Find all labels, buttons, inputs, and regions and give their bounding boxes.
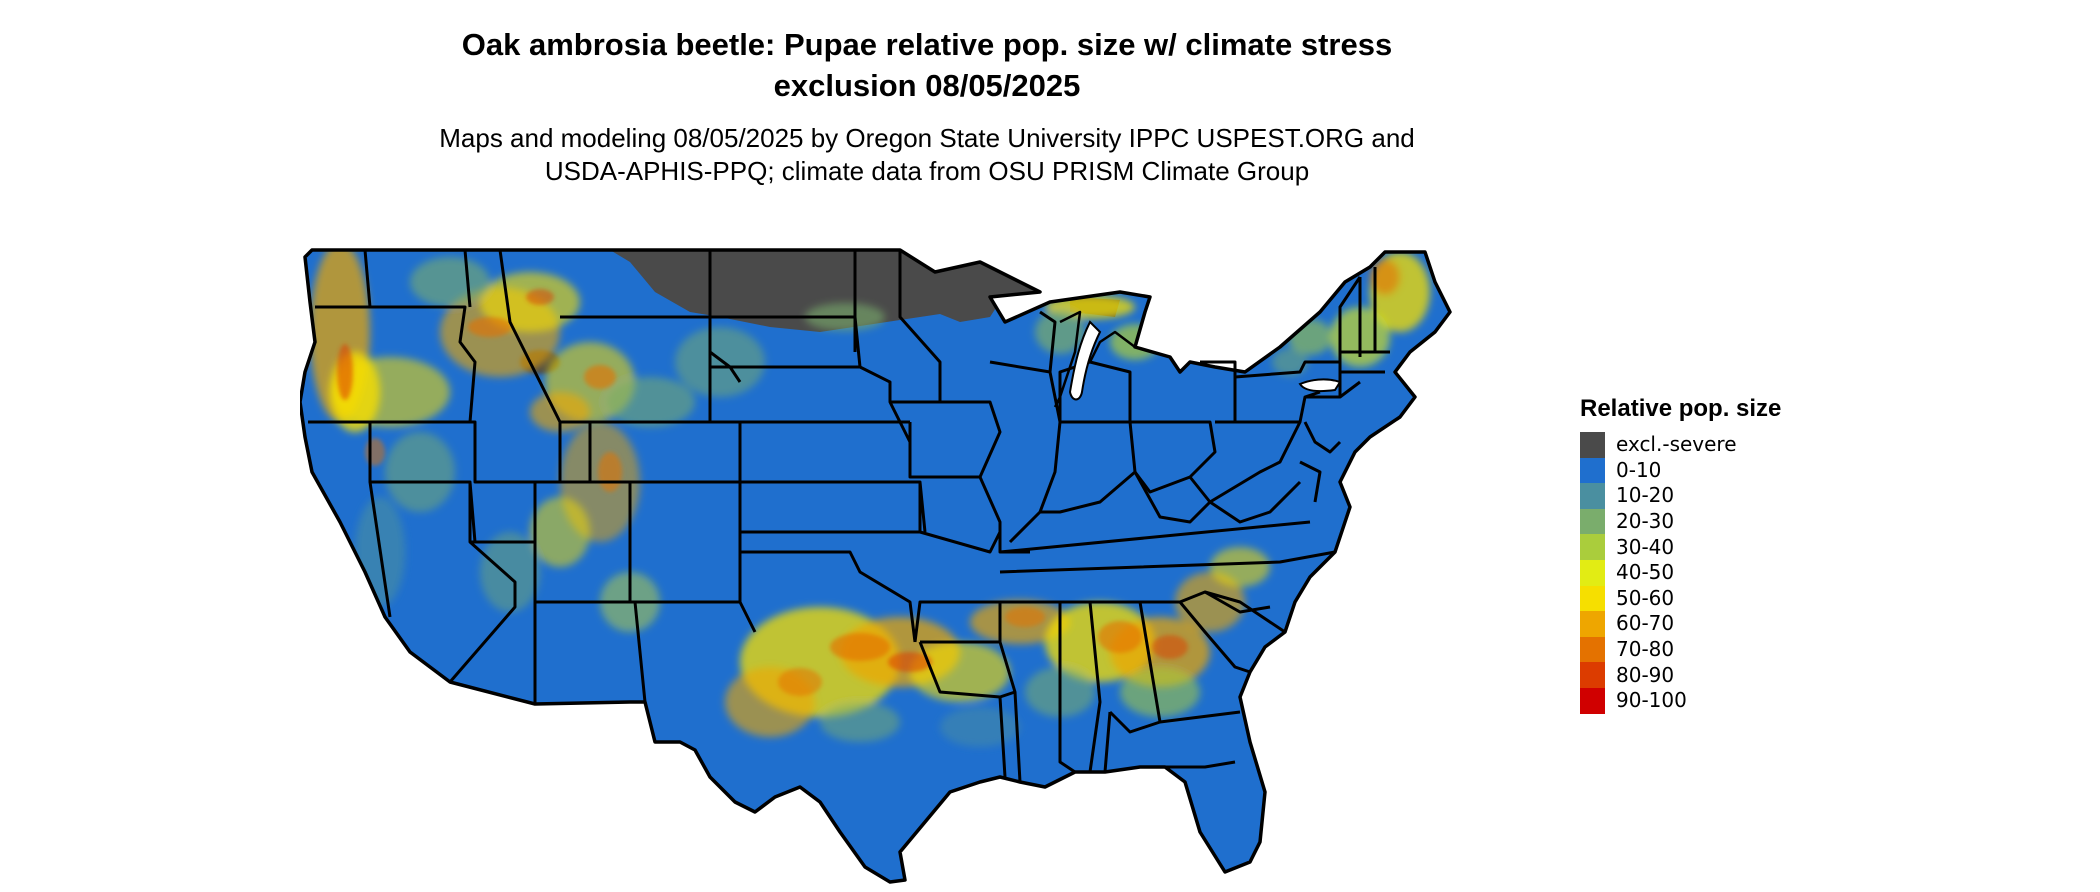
legend-item: 70-80 [1580, 636, 1781, 663]
map-title-line-2: exclusion 08/05/2025 [773, 68, 1081, 103]
legend-item: 10-20 [1580, 483, 1781, 509]
legend: Relative pop. size excl.-severe 0-10 10-20… [1580, 394, 1781, 714]
legend-swatch [1580, 534, 1605, 560]
legend-item: 90-100 [1580, 687, 1781, 714]
legend-swatch [1580, 457, 1605, 484]
legend-item: 0-10 [1580, 457, 1781, 484]
legend-label: 0-10 [1616, 457, 1662, 482]
legend-swatch [1580, 559, 1605, 586]
legend-label: 40-50 [1616, 560, 1675, 585]
map-title-line-1: Oak ambrosia beetle: Pupae relative pop.… [461, 27, 1393, 62]
legend-label: 90-100 [1616, 688, 1687, 713]
legend-item: 20-30 [1580, 508, 1781, 535]
legend-label: 20-30 [1616, 509, 1675, 534]
legend-swatch [1580, 662, 1605, 688]
map-subtitle: Maps and modeling 08/05/2025 by Oregon S… [0, 122, 1854, 188]
legend-items: excl.-severe 0-10 10-20 20-30 30-40 40-50 50-6… [1580, 432, 1781, 714]
southern-hotspots [778, 607, 1188, 696]
state-borders [300, 248, 1452, 884]
map-subtitle-line-2: USDA-APHIS-PPQ; climate data from OSU PR… [544, 156, 1310, 186]
great-lakes [1068, 320, 1342, 401]
legend-label: 30-40 [1616, 534, 1675, 559]
legend-item: 30-40 [1580, 534, 1781, 560]
legend-item: excl.-severe [1580, 432, 1781, 458]
legend-swatch [1580, 585, 1605, 612]
legend-swatch [1580, 687, 1605, 714]
map-title: Oak ambrosia beetle: Pupae relative pop.… [0, 24, 1854, 106]
legend-label: excl.-severe [1616, 432, 1737, 457]
legend-swatch [1580, 432, 1605, 458]
legend-label: 70-80 [1616, 637, 1675, 662]
us-map [300, 248, 1452, 884]
legend-label: 10-20 [1616, 483, 1675, 508]
legend-swatch [1580, 483, 1605, 509]
legend-swatch [1580, 611, 1605, 637]
legend-label: 60-70 [1616, 611, 1675, 636]
legend-label: 50-60 [1616, 585, 1675, 610]
legend-item: 80-90 [1580, 662, 1781, 688]
legend-swatch [1580, 636, 1605, 663]
legend-title: Relative pop. size [1580, 395, 1782, 422]
legend-swatch [1580, 508, 1605, 535]
legend-item: 50-60 [1580, 585, 1781, 612]
map-subtitle-line-1: Maps and modeling 08/05/2025 by Oregon S… [439, 123, 1415, 153]
legend-item: 40-50 [1580, 559, 1781, 586]
legend-item: 60-70 [1580, 611, 1781, 637]
legend-label: 80-90 [1616, 662, 1675, 687]
